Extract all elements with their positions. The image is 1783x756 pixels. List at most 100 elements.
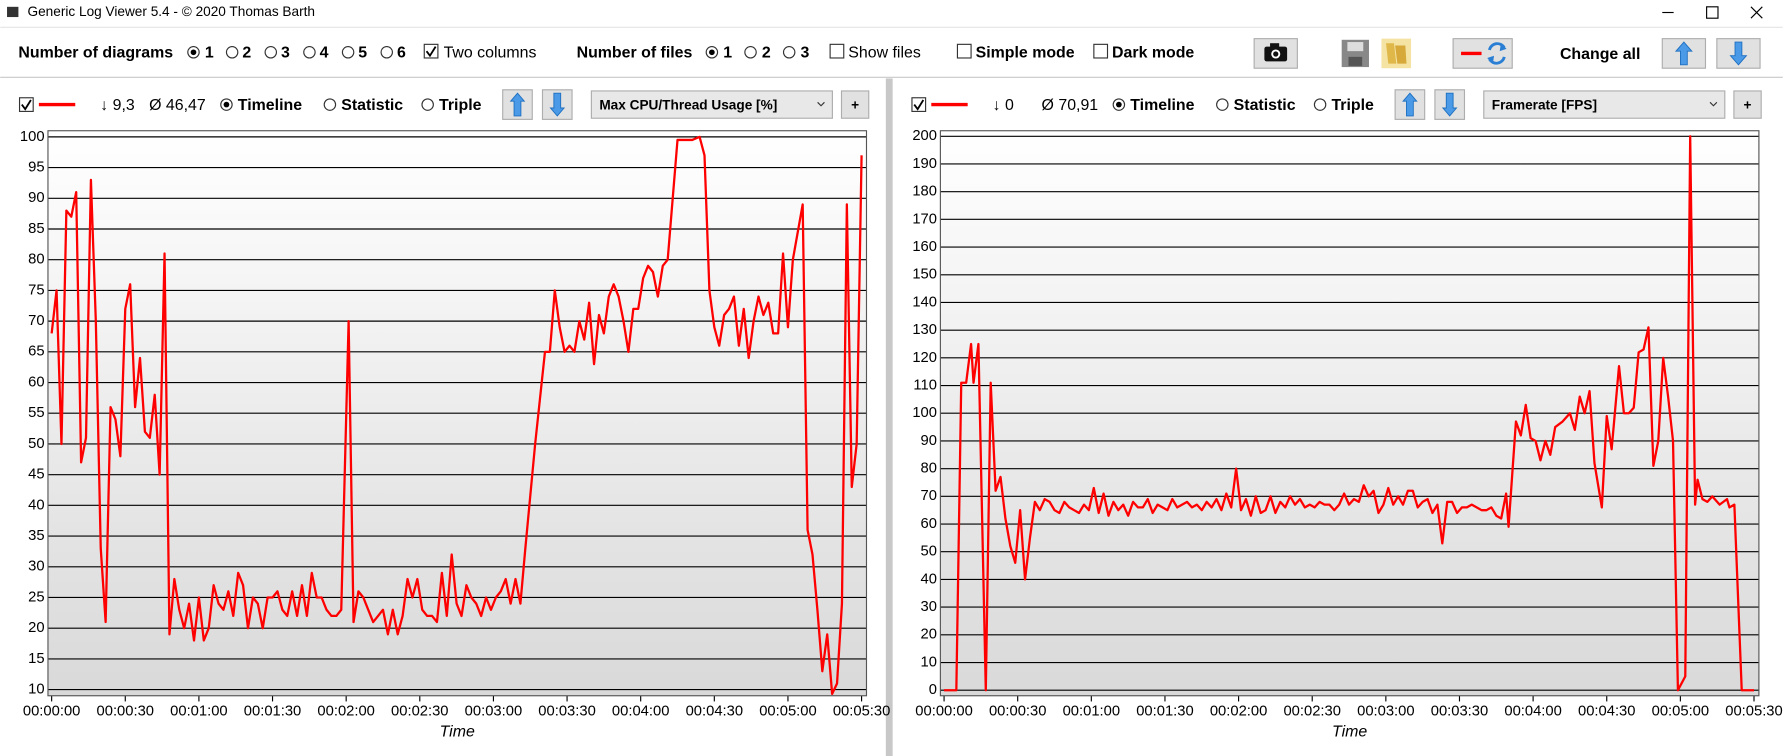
plot-border bbox=[939, 130, 1760, 697]
x-tick-label: 00:01:00 bbox=[1063, 704, 1120, 720]
x-tick-label: 00:00:30 bbox=[989, 704, 1046, 720]
y-tick-label: 100 bbox=[20, 129, 45, 145]
y-tick-label: 40 bbox=[28, 497, 44, 513]
x-tick-label: 00:01:30 bbox=[1136, 704, 1193, 720]
x-tick-label: 00:02:30 bbox=[391, 704, 448, 720]
checkbox[interactable] bbox=[423, 43, 439, 59]
arrow-up bbox=[1402, 92, 1418, 117]
radio[interactable] bbox=[782, 46, 796, 59]
y-tick-label: 25 bbox=[28, 589, 44, 605]
checkbox[interactable] bbox=[1093, 43, 1109, 59]
maximize-button[interactable] bbox=[1706, 6, 1719, 19]
channel-dropdown[interactable] bbox=[590, 90, 833, 119]
radio[interactable] bbox=[1313, 98, 1327, 111]
radio-label: 1 bbox=[205, 45, 214, 62]
checkbox[interactable] bbox=[911, 97, 927, 112]
radio[interactable] bbox=[1216, 98, 1229, 111]
y-tick-label: 160 bbox=[912, 239, 937, 255]
y-tick-label: 100 bbox=[912, 405, 937, 421]
radio[interactable] bbox=[303, 46, 316, 59]
checkmark bbox=[913, 99, 925, 111]
radio-dot bbox=[709, 49, 715, 56]
y-tick-label: 80 bbox=[28, 252, 44, 268]
y-tick-label: 20 bbox=[28, 620, 44, 636]
y-tick-label: 50 bbox=[921, 544, 937, 560]
add-button[interactable] bbox=[840, 90, 870, 119]
x-tick-label: 00:02:00 bbox=[317, 704, 374, 720]
y-tick-label: 15 bbox=[28, 651, 44, 667]
stat-mean: Ø 46,47 bbox=[149, 97, 206, 114]
y-tick-label: 130 bbox=[912, 322, 937, 338]
y-tick-label: 50 bbox=[28, 436, 44, 452]
x-tick-label: 00:04:30 bbox=[1578, 704, 1635, 720]
x-tick-label: 00:02:30 bbox=[1283, 704, 1340, 720]
x-tick-label: 00:03:30 bbox=[1431, 704, 1488, 720]
y-tick-label: 45 bbox=[28, 467, 44, 483]
y-tick-label: 180 bbox=[912, 184, 937, 200]
radio-dot bbox=[1116, 101, 1122, 108]
stat-min: ↓ 9,3 bbox=[100, 97, 135, 114]
radio-label: 4 bbox=[320, 45, 329, 62]
x-tick-label: 00:05:30 bbox=[1725, 704, 1782, 720]
radio[interactable] bbox=[341, 46, 355, 59]
add-button[interactable] bbox=[1733, 90, 1762, 119]
plot-border bbox=[47, 130, 868, 697]
radio-dot bbox=[223, 101, 230, 108]
radio[interactable] bbox=[744, 46, 757, 59]
x-tick-label: 00:00:00 bbox=[915, 704, 972, 720]
checkbox[interactable] bbox=[829, 43, 845, 59]
y-tick-label: 190 bbox=[912, 156, 937, 172]
y-tick-label: 30 bbox=[28, 559, 44, 575]
y-tick-label: 85 bbox=[28, 221, 44, 237]
x-tick-label: 00:05:00 bbox=[759, 704, 816, 720]
change-all-label: Change all bbox=[1560, 46, 1640, 63]
reset-colors-button[interactable] bbox=[1452, 38, 1513, 69]
radio[interactable] bbox=[323, 98, 337, 111]
radio-label: 6 bbox=[397, 45, 406, 62]
radio-label: 5 bbox=[358, 45, 367, 62]
y-tick-label: 120 bbox=[912, 350, 937, 366]
data-line bbox=[50, 135, 863, 696]
move-down-all-button[interactable] bbox=[1716, 38, 1761, 69]
radio-label: 2 bbox=[762, 45, 771, 62]
y-tick-label: 80 bbox=[921, 461, 937, 477]
radio[interactable] bbox=[264, 46, 278, 59]
mode-label: Triple bbox=[1331, 97, 1374, 114]
move-up-all-button[interactable] bbox=[1661, 38, 1707, 69]
stat-mean: Ø 70,91 bbox=[1042, 97, 1099, 114]
open-folder-button[interactable] bbox=[1381, 38, 1412, 69]
y-tick-label: 170 bbox=[912, 211, 937, 227]
x-tick-label: 00:01:30 bbox=[244, 704, 301, 720]
x-tick-label: 00:04:00 bbox=[612, 704, 669, 720]
diagrams-label: Number of diagrams bbox=[18, 45, 173, 62]
radio[interactable] bbox=[421, 98, 434, 111]
radio-label: 2 bbox=[242, 45, 251, 62]
checkbox[interactable] bbox=[18, 97, 34, 112]
radio-label: 3 bbox=[281, 45, 290, 62]
save-button[interactable] bbox=[1341, 39, 1369, 68]
diagram-radios: 1 2 3 4 5 6 bbox=[187, 45, 406, 62]
dropdown-arrow bbox=[817, 101, 825, 107]
data-line bbox=[944, 135, 1754, 692]
mode-label: Statistic bbox=[1234, 97, 1296, 114]
radio[interactable] bbox=[225, 46, 239, 59]
channel-dropdown[interactable] bbox=[1483, 90, 1726, 119]
screenshot-button[interactable] bbox=[1253, 38, 1298, 69]
simple-mode-label: Simple mode bbox=[976, 45, 1075, 62]
x-tick-label: 00:04:00 bbox=[1504, 704, 1561, 720]
y-tick-label: 65 bbox=[28, 344, 44, 360]
y-tick-label: 20 bbox=[921, 627, 937, 643]
x-tick-label: 00:04:30 bbox=[686, 704, 743, 720]
close-button[interactable] bbox=[1750, 6, 1763, 19]
column-divider bbox=[885, 78, 893, 756]
checkbox[interactable] bbox=[956, 43, 972, 59]
y-tick-label: 35 bbox=[28, 528, 44, 544]
x-tick-label: 00:00:30 bbox=[97, 704, 154, 720]
arrow-down bbox=[549, 92, 566, 117]
x-tick-label: 00:03:00 bbox=[1357, 704, 1414, 720]
x-tick-label: 00:03:30 bbox=[538, 704, 595, 720]
radio[interactable] bbox=[380, 46, 393, 59]
x-tick-label: 00:03:00 bbox=[465, 704, 522, 720]
y-tick-label: 95 bbox=[28, 159, 44, 175]
mode-label: Timeline bbox=[238, 97, 302, 114]
